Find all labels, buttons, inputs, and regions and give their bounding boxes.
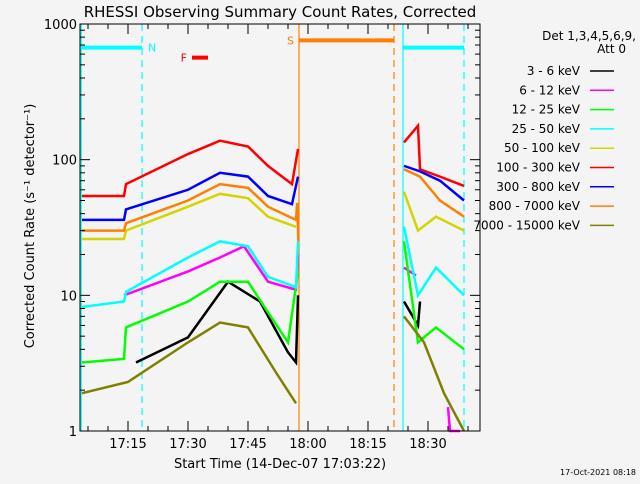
- series-line-0: [402, 300, 422, 330]
- x-tick-label: 17:15: [109, 437, 146, 452]
- x-tick-label: 18:00: [289, 437, 326, 452]
- legend-label: 50 - 100 keV: [504, 141, 581, 155]
- footer-date: 17-Oct-2021 08:18: [560, 468, 636, 477]
- series-line-4: [402, 191, 465, 233]
- legend-label: 3 - 6 keV: [527, 64, 581, 78]
- plot-frame: [79, 23, 481, 432]
- legend-header-1: Det 1,3,4,5,6,9,: [542, 29, 636, 43]
- series-line-3: [81, 240, 300, 309]
- series-line-6: [82, 171, 300, 222]
- x-axis-label: Start Time (14-Dec-07 17:03:22): [174, 457, 386, 472]
- series-line-2: [402, 241, 465, 351]
- marker-label: N: [148, 42, 156, 55]
- series-line-2: [81, 271, 300, 364]
- series-line-5: [403, 122, 465, 188]
- legend-label: 800 - 7000 keV: [489, 199, 581, 213]
- y-tick-label: 1000: [44, 18, 77, 33]
- x-tick-label: 17:45: [229, 437, 266, 452]
- x-tick-label: 17:30: [169, 437, 206, 452]
- series-line-7: [82, 182, 300, 242]
- y-tick-label: 10: [60, 289, 77, 304]
- series-line-8: [81, 321, 298, 404]
- legend-label: 25 - 50 keV: [512, 122, 581, 136]
- y-tick-label: 100: [52, 154, 77, 169]
- series-line-3: [402, 226, 465, 299]
- series-line-5: [82, 139, 300, 198]
- legend-label: 12 - 25 keV: [512, 103, 581, 117]
- marker-label: S: [287, 34, 294, 47]
- x-tick-label: 18:30: [409, 437, 446, 452]
- y-axis-label: Corrected Count Rate (s⁻¹ detector⁻¹): [23, 104, 38, 349]
- legend-label: 6 - 12 keV: [519, 83, 581, 97]
- legend-label: 300 - 800 keV: [496, 180, 580, 194]
- series-line-7: [403, 168, 465, 218]
- legend-label: 7000 - 15000 keV: [473, 218, 580, 232]
- y-tick-label: 1: [69, 425, 77, 440]
- series-line-4: [82, 192, 297, 241]
- legend-header-2: Att 0: [597, 42, 626, 56]
- series-line-6: [403, 164, 465, 202]
- series-line-8: [403, 315, 466, 432]
- legend-label: 100 - 300 keV: [496, 161, 580, 175]
- x-tick-label: 18:15: [349, 437, 386, 452]
- chart-title: RHESSI Observing Summary Count Rates, Co…: [84, 3, 477, 21]
- marker-label: F: [181, 52, 187, 65]
